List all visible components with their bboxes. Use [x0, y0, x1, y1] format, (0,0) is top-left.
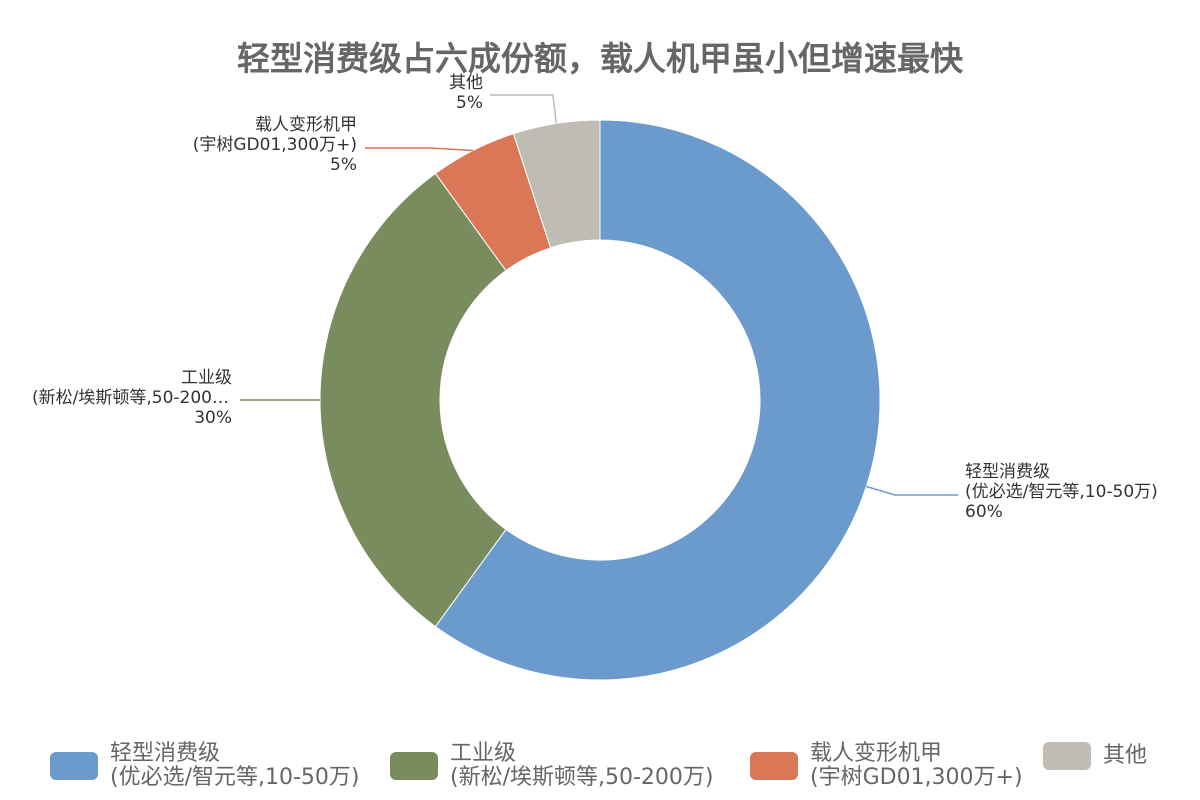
legend-swatch — [390, 752, 438, 780]
legend-item: 载人变形机甲 (宇树GD01,300万+) — [750, 742, 1023, 790]
legend-item: 轻型消费级 (优必选/智元等,10-50万) — [50, 742, 360, 790]
slice-label: 其他 5% — [363, 73, 483, 113]
leader-line — [490, 94, 557, 124]
slice-value-label: 60% — [965, 502, 1003, 522]
legend-item: 其他 — [1043, 742, 1147, 770]
donut-slice — [434, 119, 881, 681]
leader-line — [365, 147, 473, 152]
slice-value-label: 5% — [330, 155, 357, 175]
slice-value-label: 5% — [456, 93, 483, 113]
legend-label: 载人变形机甲 (宇树GD01,300万+) — [810, 741, 1023, 790]
legend-item: 工业级 (新松/埃斯顿等,50-200万) — [390, 742, 714, 790]
donut-slice — [319, 172, 507, 628]
slice-name: 轻型消费级 (优必选/智元等,10-50万) — [965, 462, 1158, 502]
legend-swatch — [750, 752, 798, 780]
legend-swatch — [1043, 742, 1091, 770]
leader-line — [866, 485, 958, 496]
legend-label: 其他 — [1103, 743, 1148, 768]
slice-label: 载人变形机甲 (宇树GD01,300万+) 5% — [157, 115, 357, 175]
legend-swatch — [50, 752, 98, 780]
chart-title: 轻型消费级占六成份额，载人机甲虽小但增速最快 — [237, 39, 963, 78]
slice-label: 工业级 (新松/埃斯顿等,50-200万) 30% — [32, 368, 232, 428]
donut-slice — [512, 119, 601, 249]
legend-label: 轻型消费级 (优必选/智元等,10-50万) — [110, 741, 360, 790]
legend-label: 工业级 (新松/埃斯顿等,50-200万) — [450, 741, 714, 790]
slice-name: 载人变形机甲 (宇树GD01,300万+) — [192, 115, 357, 155]
slice-value-label: 30% — [194, 408, 232, 428]
slice-name: 工业级 (新松/埃斯顿等,50-200万) — [32, 368, 232, 408]
slice-label: 轻型消费级 (优必选/智元等,10-50万) 60% — [965, 462, 1175, 522]
slice-name: 其他 — [449, 73, 483, 93]
